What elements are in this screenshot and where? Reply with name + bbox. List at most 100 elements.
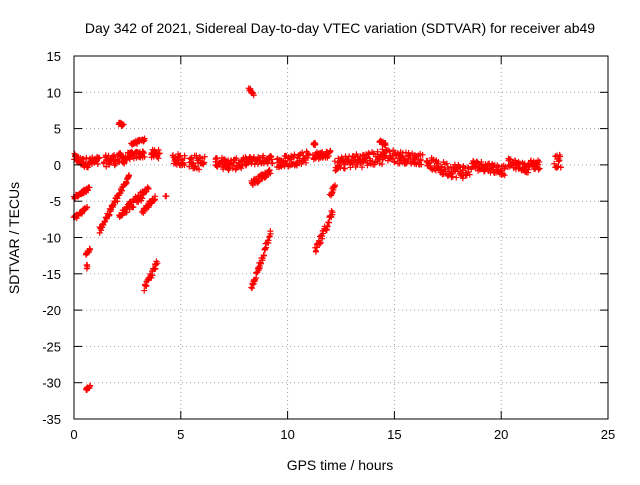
data-point: [302, 159, 309, 166]
data-point: [250, 92, 257, 99]
data-point: [178, 156, 185, 163]
data-point: [305, 151, 312, 158]
data-point: [260, 152, 267, 159]
data-point: [86, 184, 93, 191]
data-point: [507, 156, 514, 163]
data-point: [267, 170, 274, 177]
data-point: [247, 85, 254, 92]
data-point: [267, 152, 274, 159]
data-point: [385, 147, 392, 154]
y-tick-label: -5: [49, 194, 61, 209]
data-point: [172, 154, 179, 161]
data-point: [443, 160, 450, 167]
data-point: [551, 160, 558, 167]
data-point: [328, 208, 335, 215]
data-point: [155, 146, 162, 153]
data-point: [143, 282, 150, 289]
y-tick-label: 0: [54, 158, 61, 173]
data-point: [268, 156, 275, 163]
data-point: [428, 165, 435, 172]
data-point: [181, 162, 188, 169]
data-point: [398, 153, 405, 160]
y-tick-label: -30: [42, 376, 61, 391]
data-point: [85, 162, 92, 169]
data-point: [521, 160, 528, 167]
data-point: [329, 209, 336, 216]
data-point: [265, 237, 272, 244]
data-point: [495, 163, 502, 170]
data-point: [312, 247, 319, 254]
data-point: [336, 159, 343, 166]
data-point: [536, 158, 543, 165]
data-point: [92, 157, 99, 164]
data-point: [269, 160, 276, 167]
data-point: [291, 151, 298, 158]
y-tick-label: 5: [54, 122, 61, 137]
data-point: [118, 212, 125, 219]
series-near-zero-band: [71, 146, 564, 182]
data-point: [463, 172, 470, 179]
data-point: [536, 165, 543, 172]
data-point: [100, 160, 107, 167]
data-point: [84, 204, 91, 211]
data-point: [262, 245, 269, 252]
data-point: [326, 219, 333, 226]
data-point: [313, 244, 320, 251]
data-point: [121, 160, 128, 167]
data-point: [299, 149, 306, 156]
data-point: [141, 208, 148, 215]
data-point: [253, 270, 260, 277]
y-tick-label: -35: [42, 412, 61, 427]
data-point: [86, 245, 93, 252]
data-point: [323, 227, 330, 234]
data-point: [312, 155, 319, 162]
data-point: [140, 149, 147, 156]
y-tick-label: 15: [47, 49, 61, 64]
data-point: [83, 154, 90, 161]
data-point: [155, 155, 162, 162]
data-point: [120, 121, 127, 128]
data-point: [390, 147, 397, 154]
data-point: [332, 182, 339, 189]
data-point: [116, 158, 123, 165]
data-point: [324, 222, 331, 229]
data-point: [468, 166, 475, 173]
data-point: [248, 160, 255, 167]
data-point: [317, 239, 324, 246]
data-point: [501, 172, 508, 179]
data-point: [382, 140, 389, 147]
data-point: [391, 158, 398, 165]
data-point: [152, 196, 159, 203]
data-point: [466, 171, 473, 178]
data-point: [417, 156, 424, 163]
data-point: [174, 157, 181, 164]
data-point: [354, 161, 361, 168]
data-point: [225, 163, 232, 170]
data-point: [193, 152, 200, 159]
data-point: [260, 252, 267, 259]
data-point: [154, 260, 161, 267]
x-tick-label: 0: [70, 427, 77, 442]
x-tick-label: 20: [494, 427, 508, 442]
data-point: [109, 153, 116, 160]
data-point: [419, 151, 426, 158]
data-point: [141, 153, 148, 160]
data-point: [80, 156, 87, 163]
y-tick-label: 10: [47, 85, 61, 100]
data-point: [320, 230, 327, 237]
x-tick-label: 15: [387, 427, 401, 442]
x-tick-label: 10: [280, 427, 294, 442]
data-point: [94, 161, 101, 168]
data-point: [181, 155, 188, 162]
data-point: [126, 172, 133, 179]
data-point: [220, 166, 227, 173]
data-point: [316, 240, 323, 247]
data-point: [141, 287, 148, 294]
x-tick-label: 25: [601, 427, 615, 442]
data-point: [449, 173, 456, 180]
data-point: [556, 151, 563, 158]
data-point: [535, 166, 542, 173]
data-point: [145, 185, 152, 192]
